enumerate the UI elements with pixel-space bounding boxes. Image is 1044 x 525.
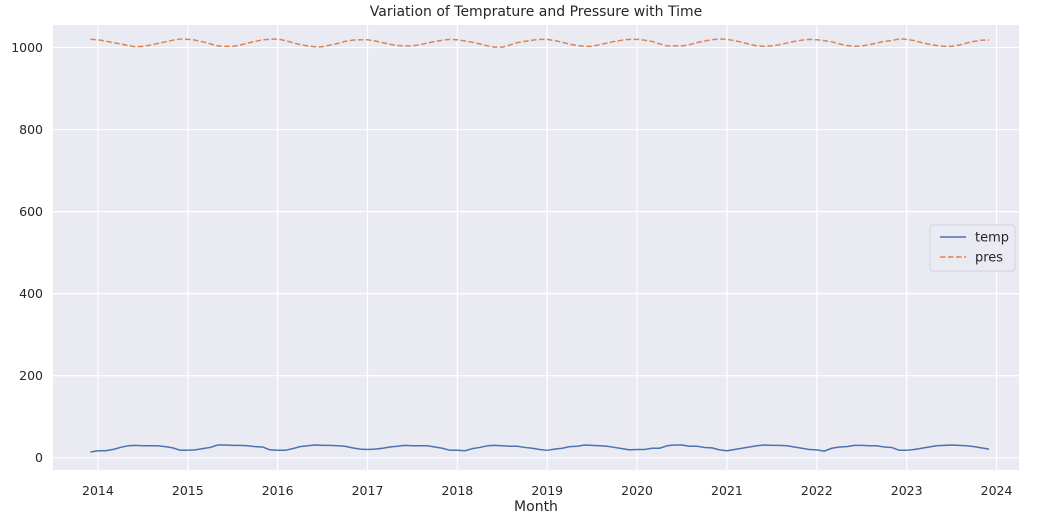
y-tick-label-800: 800	[19, 122, 43, 137]
x-tick-label-2018: 2018	[441, 483, 473, 498]
x-tick-label-2024: 2024	[981, 483, 1013, 498]
y-tick-label-0: 0	[35, 450, 43, 465]
series-lines	[90, 38, 990, 453]
y-tick-label-200: 200	[19, 368, 43, 383]
x-tick-label-2021: 2021	[711, 483, 743, 498]
x-tick-label-2020: 2020	[621, 483, 653, 498]
x-tick-label-2015: 2015	[172, 483, 204, 498]
y-axis-ticks: 0 200 400 600 800 1000	[11, 40, 43, 465]
x-tick-label-2023: 2023	[891, 483, 923, 498]
x-axis-ticks: 2014 2015 2016 2017 2018 2019 2020 2021 2022 2023…	[82, 483, 1012, 498]
y-tick-label-600: 600	[19, 204, 43, 219]
y-tick-label-1000: 1000	[11, 40, 43, 55]
grid-lines	[53, 25, 1019, 470]
x-tick-label-2022: 2022	[801, 483, 833, 498]
legend-label-pres: pres	[975, 251, 1003, 266]
y-tick-label-400: 400	[19, 286, 43, 301]
x-tick-label-2014: 2014	[82, 483, 114, 498]
series-line-pres	[90, 38, 990, 48]
series-line-temp	[90, 444, 990, 453]
x-axis-label: Month	[514, 499, 558, 515]
chart-title: Variation of Temprature and Pressure wit…	[370, 4, 702, 20]
x-tick-label-2019: 2019	[531, 483, 563, 498]
x-tick-label-2017: 2017	[352, 483, 384, 498]
plot-area	[53, 25, 1019, 470]
x-tick-label-2016: 2016	[262, 483, 294, 498]
legend-label-temp: temp	[975, 231, 1009, 246]
legend: temp pres	[929, 224, 1016, 272]
